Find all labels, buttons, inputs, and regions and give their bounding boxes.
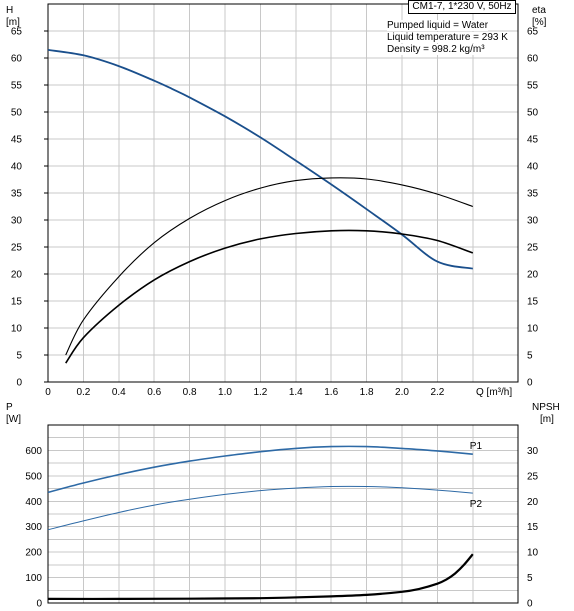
y-right-tick-label: 10 — [527, 324, 539, 335]
y-tick-label: 60 — [11, 54, 23, 65]
bottom-chart-power: 0 100 200 300 400 500 600 0 5 10 15 20 25 30 P[W] NPSH[… — [6, 402, 560, 610]
x-tick-label: 1.6 — [324, 387, 338, 398]
y-tick-label: 0 — [36, 599, 42, 610]
x-tick-label: 0.6 — [147, 387, 161, 398]
y-axis-title: H — [6, 5, 13, 16]
y-tick-label: 600 — [25, 446, 42, 457]
series-line-npsh — [47, 553, 474, 601]
y-right-tick-label: 0 — [527, 378, 533, 389]
series-label-p2: P2 — [470, 499, 483, 510]
y-right-tick-label: 60 — [527, 54, 539, 65]
y-right-tick-label: 20 — [527, 497, 539, 508]
y-tick-label: 25 — [11, 243, 23, 254]
x-tick-label: 1.8 — [360, 387, 374, 398]
y-tick-label: 100 — [25, 573, 42, 584]
y-tick-label: 40 — [11, 162, 23, 173]
y-right-tick-label: 45 — [527, 135, 539, 146]
y-tick-label: 30 — [11, 216, 23, 227]
y-tick-label: 45 — [11, 135, 23, 146]
x-tick-label: 1.4 — [289, 387, 303, 398]
y-right-tick-label: 0 — [527, 599, 533, 610]
y-axis-title: P — [6, 402, 13, 413]
y-right-axis-unit: [%] — [532, 17, 547, 28]
y-tick-label: 5 — [16, 351, 22, 362]
y-right-tick-label: 65 — [527, 27, 539, 38]
y-right-tick-label: 25 — [527, 243, 539, 254]
y-right-axis-unit: [m] — [540, 414, 554, 425]
y-right-axis-title: eta — [532, 5, 546, 16]
y-tick-label: 400 — [25, 497, 42, 508]
y-right-tick-label: 50 — [527, 108, 539, 119]
y-right-tick-label: 40 — [527, 162, 539, 173]
series-line-eta_inner — [65, 229, 474, 364]
y-tick-label: 50 — [11, 108, 23, 119]
liquid-temperature-label: Liquid temperature = 293 K — [387, 32, 508, 43]
y-right-tick-label: 30 — [527, 446, 539, 457]
plot-frame — [47, 424, 519, 604]
y-tick-label: 20 — [11, 270, 23, 281]
y-tick-label: 65 — [11, 27, 23, 38]
y-right-axis-title: NPSH — [532, 402, 560, 413]
x-tick-label: 0.8 — [183, 387, 197, 398]
series-line-head — [47, 49, 473, 270]
x-tick-label: 0.2 — [76, 387, 90, 398]
x-tick-label: 0.4 — [112, 387, 126, 398]
y-tick-label: 10 — [11, 324, 23, 335]
series-line-eta_outer — [65, 177, 473, 356]
y-right-tick-label: 20 — [527, 270, 539, 281]
y-tick-label: 15 — [11, 297, 23, 308]
y-right-tick-label: 30 — [527, 216, 539, 227]
y-right-tick-label: 55 — [527, 81, 539, 92]
y-tick-label: 0 — [16, 378, 22, 389]
y-right-tick-label: 15 — [527, 522, 539, 533]
y-axis-unit: [W] — [6, 414, 21, 425]
y-right-tick-label: 15 — [527, 297, 539, 308]
y-tick-label: 300 — [25, 522, 42, 533]
pump-model-label: CM1-7, 1*230 V, 50Hz — [408, 0, 516, 14]
series-label-p1: P1 — [470, 441, 483, 452]
top-chart-performance: 0 5 10 15 20 25 30 35 40 45 50 55 60 65 0 5 10 15 20 25 30 35… — [6, 3, 547, 398]
series-line-p1 — [47, 445, 473, 494]
x-tick-label: 2.0 — [395, 387, 409, 398]
x-tick-label: 1.2 — [253, 387, 267, 398]
y-tick-label: 200 — [25, 548, 42, 559]
y-tick-label: 500 — [25, 471, 42, 482]
y-right-tick-label: 10 — [527, 548, 539, 559]
y-right-tick-label: 25 — [527, 471, 539, 482]
y-right-tick-label: 35 — [527, 189, 539, 200]
y-tick-label: 35 — [11, 189, 23, 200]
pumped-liquid-label: Pumped liquid = Water — [387, 20, 489, 31]
x-tick-label: 0 — [45, 387, 51, 398]
y-right-tick-label: 5 — [527, 351, 533, 362]
x-tick-label: 2.2 — [430, 387, 444, 398]
x-tick-label: 1.0 — [218, 387, 232, 398]
x-axis-title: Q [m³/h] — [476, 387, 512, 398]
y-tick-label: 55 — [11, 81, 23, 92]
density-label: Density = 998.2 kg/m³ — [387, 44, 485, 55]
y-right-tick-label: 5 — [527, 573, 533, 584]
series-line-p2 — [47, 485, 473, 531]
y-axis-unit: [m] — [6, 17, 20, 28]
